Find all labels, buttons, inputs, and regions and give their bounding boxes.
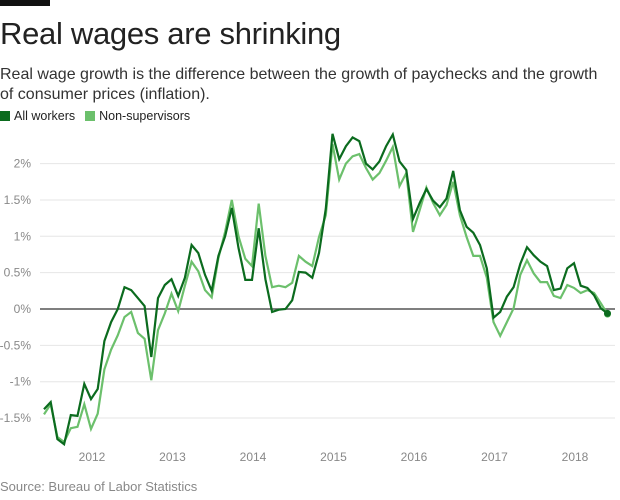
chart-subtitle: Real wage growth is the difference betwe…	[0, 66, 598, 103]
x-tick-label: 2018	[562, 450, 589, 464]
x-tick-label: 2012	[79, 450, 106, 464]
legend-item-all-workers: All workers	[0, 109, 75, 123]
y-tick-label: -1.5%	[0, 411, 31, 425]
legend-label-all-workers: All workers	[14, 109, 76, 123]
legend-swatch-all-workers	[0, 111, 10, 121]
x-tick-label: 2015	[320, 450, 347, 464]
x-tick-label: 2014	[240, 450, 267, 464]
top-accent-bar	[0, 0, 50, 6]
y-tick-label: 2%	[14, 157, 32, 171]
y-tick-label: -0.5%	[0, 338, 31, 352]
legend-item-non-supervisors: Non-supervisors	[85, 109, 190, 123]
series-line-non-supervisors	[43, 143, 609, 444]
chart-title: Real wages are shrinking	[0, 16, 341, 51]
legend-swatch-non-supervisors	[85, 111, 96, 121]
source-note: Source: Bureau of Labor Statistics	[0, 479, 198, 494]
x-tick-label: 2016	[401, 450, 428, 464]
y-axis-ticks: 2% 1.5% 1% 0.5% 0% -0.5% -1% -1.5%	[0, 157, 31, 425]
y-tick-label: 0%	[14, 302, 32, 316]
end-point-all-workers	[604, 309, 611, 317]
x-tick-label: 2013	[159, 450, 186, 464]
legend: All workers Non-supervisors	[0, 109, 200, 123]
series-line-all-workers	[43, 131, 609, 447]
series-lines	[43, 131, 611, 447]
x-tick-label: 2017	[481, 450, 508, 464]
gridlines	[40, 163, 615, 419]
y-tick-label: 1%	[14, 229, 32, 243]
legend-label-non-supervisors: Non-supervisors	[99, 109, 191, 123]
x-axis-ticks: 2012 2013 2014 2015 2016 2017 2018	[79, 450, 589, 464]
y-tick-label: 1.5%	[4, 193, 32, 207]
y-tick-label: -1%	[10, 375, 32, 389]
y-tick-label: 0.5%	[4, 266, 32, 280]
